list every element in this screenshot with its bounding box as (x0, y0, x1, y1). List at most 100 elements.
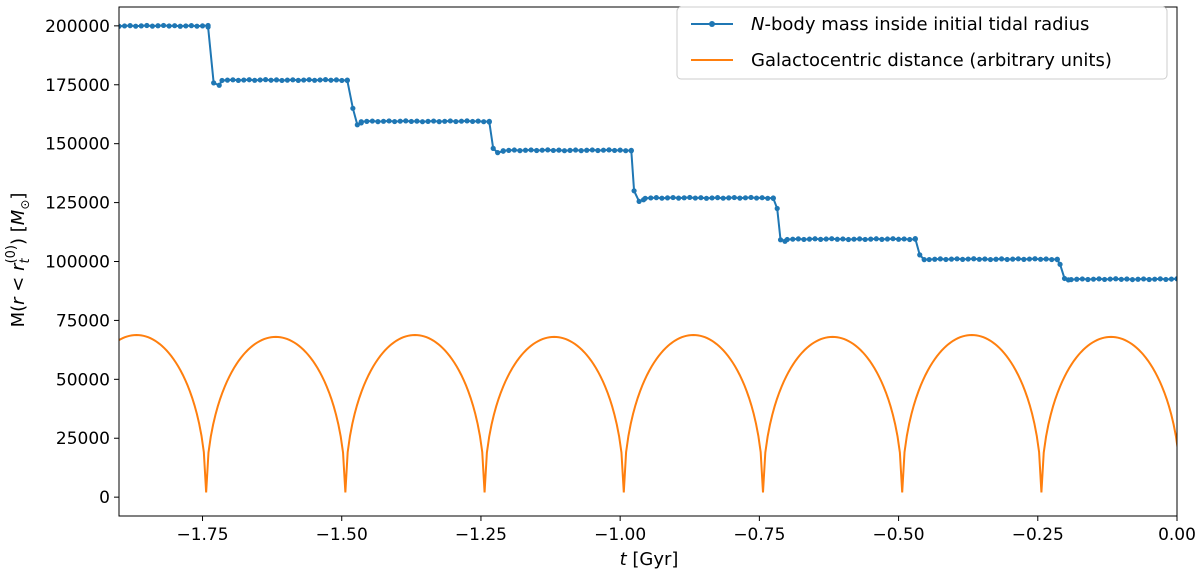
nbody-mass-point (895, 236, 902, 242)
y-tick-label: 75000 (56, 311, 110, 331)
nbody-mass-point (715, 195, 721, 201)
nbody-mass-point (971, 256, 977, 262)
nbody-mass-point (774, 205, 780, 212)
nbody-mass-point (606, 147, 612, 153)
nbody-mass-point (257, 77, 263, 83)
nbody-mass-point (121, 23, 128, 29)
y-tick-label: 175000 (45, 76, 110, 96)
nbody-mass-point (851, 236, 857, 242)
legend-nbody-marker (709, 21, 715, 27)
y-axis-label: M(r < rt(0)) [M⊙] (4, 193, 33, 328)
nbody-mass-point (279, 77, 285, 84)
nbody-mass-point (698, 195, 704, 201)
nbody-mass-point (753, 195, 760, 201)
nbody-mass-point (703, 195, 710, 201)
nbody-mass-point (317, 77, 323, 83)
nbody-mass-point (194, 23, 200, 29)
nbody-mass-point (982, 256, 988, 262)
nbody-mass-point (425, 118, 431, 124)
nbody-mass-point (1037, 256, 1044, 262)
nbody-mass-point (584, 147, 590, 153)
nbody-mass-point (1043, 256, 1049, 262)
nbody-mass-point (857, 236, 863, 242)
nbody-mass-point (306, 77, 312, 83)
nbody-mass-point (687, 194, 693, 201)
nbody-mass-point (1157, 276, 1163, 282)
nbody-mass-point (219, 77, 225, 84)
x-tick-label: −0.50 (873, 525, 925, 545)
nbody-mass-point (926, 256, 932, 263)
nbody-mass-point (1074, 276, 1080, 282)
nbody-mass-point (765, 195, 771, 201)
nbody-mass-point (653, 195, 659, 201)
nbody-mass-point (246, 77, 252, 83)
nbody-mass-point (188, 23, 194, 29)
y-tick-label: 25000 (56, 429, 110, 449)
nbody-mass-point (458, 118, 465, 124)
y-tick-label: 100000 (45, 253, 110, 273)
nbody-mass-point (567, 147, 573, 153)
nbody-mass-point (960, 256, 966, 262)
nbody-mass-point (199, 23, 206, 29)
nbody-mass-point (160, 22, 167, 29)
x-tick-label: −1.50 (316, 525, 368, 545)
nbody-mass-point (358, 119, 364, 125)
nbody-mass-point (528, 147, 534, 153)
nbody-mass-point (623, 148, 629, 154)
nbody-mass-point (235, 77, 241, 83)
plot-frame (118, 6, 1178, 517)
nbody-mass-point (862, 236, 868, 243)
nbody-mass-point (737, 195, 743, 201)
nbody-mass-point (369, 118, 375, 124)
nbody-mass-point (617, 147, 623, 153)
nbody-mass-point (375, 119, 381, 125)
nbody-mass-point (681, 195, 687, 201)
nbody-mass-point (1168, 276, 1175, 282)
nbody-mass-point (556, 147, 562, 153)
nbody-mass-point (976, 256, 982, 262)
x-tick-label: −1.75 (176, 525, 228, 545)
nbody-mass-point (333, 77, 340, 83)
nbody-mass-point (133, 23, 139, 29)
nbody-mass-point (676, 195, 682, 201)
nbody-mass-point (534, 147, 540, 154)
nbody-mass-point (912, 236, 918, 242)
nbody-mass-point (1163, 276, 1169, 283)
nbody-mass-point (490, 145, 496, 151)
nbody-mass-point (545, 147, 551, 153)
nbody-mass-point (589, 147, 595, 153)
nbody-mass-point (823, 236, 829, 242)
nbody-mass-point (664, 195, 671, 201)
nbody-mass-point (144, 22, 150, 29)
nbody-mass-point (301, 77, 307, 83)
legend: N-body mass inside initial tidal radius … (676, 6, 1168, 80)
nbody-mass-point (1061, 275, 1068, 282)
nbody-mass-point (262, 77, 269, 83)
nbody-mass-point (1026, 256, 1033, 262)
nbody-mass-point (436, 119, 442, 125)
nbody-mass-point (1085, 276, 1091, 283)
nbody-mass-point (216, 82, 222, 88)
nbody-mass-point (812, 236, 818, 242)
nbody-mass-point (486, 119, 492, 125)
nbody-mass-point (965, 256, 971, 262)
nbody-mass-point (500, 148, 506, 154)
nbody-mass-point (1010, 256, 1016, 262)
nbody-mass-point (364, 118, 370, 124)
nbody-mass-point (709, 195, 715, 201)
nbody-mass-point (1146, 276, 1152, 283)
nbody-mass-point (631, 188, 637, 194)
nbody-mass-point (127, 23, 133, 29)
nbody-mass-point (539, 147, 545, 153)
nbody-mass-point (408, 118, 414, 125)
nbody-mass-point (742, 195, 749, 201)
nbody-mass-point (937, 256, 943, 262)
nbody-mass-point (414, 118, 420, 124)
nbody-mass-point (138, 23, 144, 29)
nbody-mass-point (595, 147, 601, 154)
nbody-mass-point (1049, 256, 1055, 263)
nbody-mass-point (295, 77, 301, 83)
series-galactocentric-distance (119, 334, 1177, 493)
nbody-mass-point (659, 195, 665, 201)
nbody-mass-point (241, 77, 247, 83)
